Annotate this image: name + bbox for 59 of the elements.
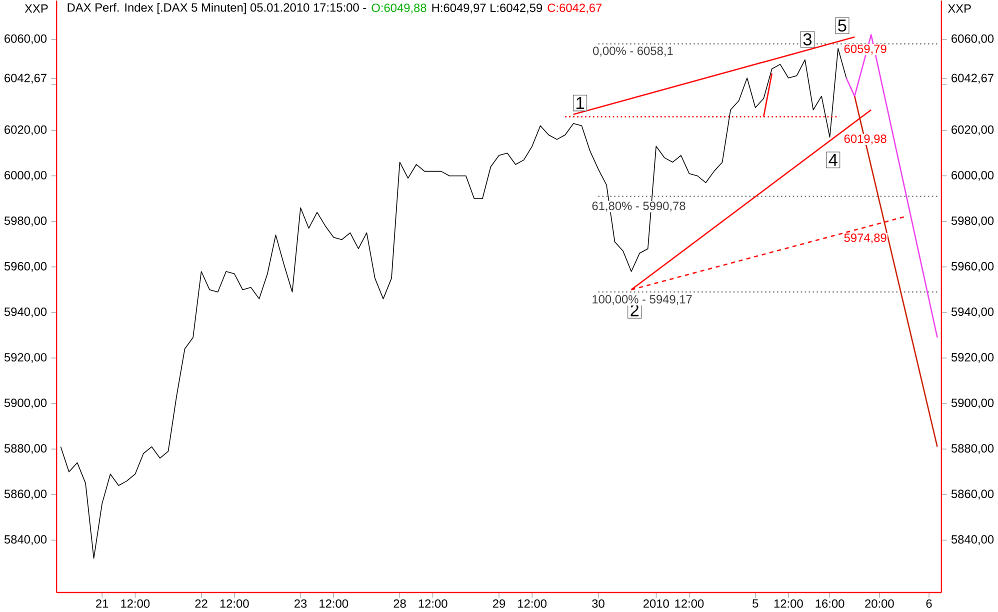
y2-tick-label: 5880,00 <box>951 444 994 454</box>
x-tick-label: 21 <box>96 599 108 608</box>
annotation: H:6049,97 L:6042,59 <box>432 3 542 14</box>
y-tick-label: 5860,00 <box>4 489 47 500</box>
text: XXP <box>24 4 48 12</box>
annotation: C:6042,67 <box>548 3 602 14</box>
y-tick-label: 6042,67 <box>4 74 46 84</box>
chart-title: DAX Perf. Index [.DAX 5 Minuten] 05.01.2010 17:15:00 - <box>68 2 366 14</box>
x-tick-label: 12:00 <box>121 599 150 608</box>
x-tick-label: 6 <box>926 599 932 608</box>
y-tick-label: 5920,00 <box>4 352 47 363</box>
y2-tick-label: 5980,00 <box>951 216 994 226</box>
annotation: 100,00% - 5949,17 <box>592 294 692 305</box>
y-tick-label: 5840,00 <box>4 535 47 545</box>
annotation: 6019,98 <box>844 134 886 144</box>
y-tick-label: 5960,00 <box>4 262 47 272</box>
annotation: 3 <box>803 33 812 46</box>
annotation: 5974,89 <box>844 233 886 244</box>
x-tick-label: 12:00 <box>518 599 547 608</box>
y2-tick-label: 5900,00 <box>951 398 994 408</box>
x-tick-label: 20:00 <box>865 599 894 608</box>
x-tick-label: 22 <box>195 599 208 608</box>
y-tick-label: 6000,00 <box>4 170 47 181</box>
x-tick-label: 30 <box>592 599 604 608</box>
x-tick-label: 29 <box>492 599 506 608</box>
y2-tick-label: 5840,00 <box>951 535 994 545</box>
x-tick-label: 12:00 <box>320 599 348 608</box>
y2-tick-label: 6042,67 <box>952 74 994 84</box>
x-tick-label: 12:00 <box>418 599 448 608</box>
y2-tick-label: 6000,00 <box>952 170 994 181</box>
y-tick-label: 6020,00 <box>4 125 47 136</box>
annotation: 61,80% - 5990,78 <box>592 202 686 212</box>
y-tick-label: 5880,00 <box>4 444 47 454</box>
x-tick-label: 2010 <box>643 599 669 608</box>
x-tick-label: 12:00 <box>220 599 249 608</box>
y-tick-label: 5940,00 <box>4 307 47 318</box>
x-tick-label: 5 <box>752 599 758 608</box>
y2-tick-label: 6020,00 <box>952 125 994 136</box>
x-tick-label: 16:00 <box>816 599 844 608</box>
annotation: 6059,79 <box>844 44 886 54</box>
y-tick-label: 6060,00 <box>4 34 47 44</box>
annotation: 4 <box>828 154 838 166</box>
y2-tick-label: 5860,00 <box>951 489 994 500</box>
y2-tick-label: 5960,00 <box>951 262 994 272</box>
x-tick-label: 28 <box>394 599 406 608</box>
y2-tick-label: 6060,00 <box>952 34 994 44</box>
y-tick-label: 5900,00 <box>4 398 47 408</box>
annotation: 0,00% - 6058,1 <box>593 46 673 56</box>
y2-tick-label: 5920,00 <box>951 352 994 363</box>
annotation: 5 <box>838 19 846 32</box>
x-tick-label: 12:00 <box>774 599 803 608</box>
x-tick-label: 12:00 <box>675 599 704 608</box>
annotation: 1 <box>576 96 584 109</box>
x-tick-label: 23 <box>294 599 307 608</box>
annotation: O:6049,88 <box>372 3 426 14</box>
text: XXP <box>948 4 971 12</box>
line-series <box>846 34 938 338</box>
y2-tick-label: 5940,00 <box>951 307 994 318</box>
y-tick-label: 5980,00 <box>4 216 47 226</box>
